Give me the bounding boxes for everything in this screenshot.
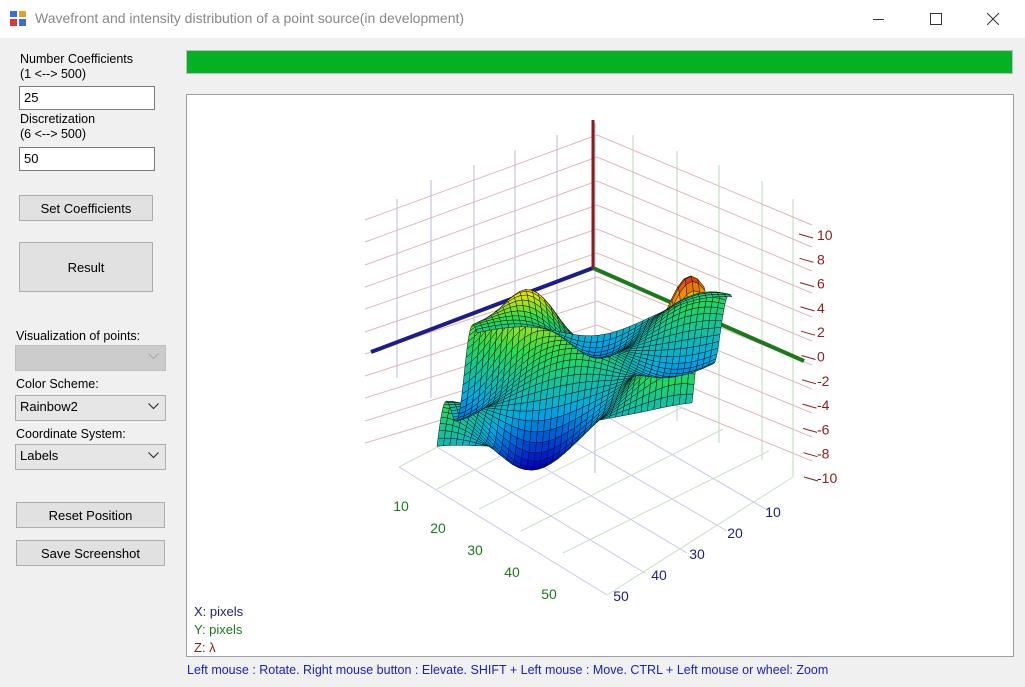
close-icon — [987, 13, 999, 25]
y-tick-label: 30 — [689, 546, 705, 562]
z-tick-label: 4 — [817, 300, 825, 316]
title-bar: Wavefront and intensity distribution of … — [0, 0, 1025, 38]
color-scheme-value: Rainbow2 — [20, 399, 78, 414]
num-coefficients-range-label: (1 <--> 500) — [20, 67, 87, 81]
save-screenshot-button[interactable]: Save Screenshot — [16, 540, 165, 566]
z-tick-mark — [800, 330, 816, 336]
z-tick-label: 0 — [817, 349, 825, 365]
color-scheme-label: Color Scheme: — [16, 377, 99, 391]
discretization-range-label: (6 <--> 500) — [20, 127, 87, 141]
chevron-down-icon — [148, 353, 159, 360]
visualization-label: Visualization of points: — [16, 329, 141, 343]
discretization-input[interactable]: 50 — [19, 147, 155, 171]
x-tick-label: 30 — [467, 542, 483, 558]
z-tick-label: 2 — [817, 324, 825, 340]
z-tick-label: -4 — [817, 397, 830, 413]
progress-fill — [187, 51, 1012, 73]
x-tick-label: 20 — [430, 520, 446, 536]
mouse-hint: Left mouse : Rotate. Right mouse button … — [187, 663, 829, 677]
z-tick-label: 6 — [817, 276, 825, 292]
legend-x: X: pixels — [194, 604, 244, 619]
z-tick-label: 8 — [817, 251, 825, 267]
y-tick-label: 20 — [727, 525, 743, 541]
maximize-button[interactable] — [913, 0, 959, 38]
y-tick-label: 10 — [765, 504, 781, 520]
minimize-icon — [873, 19, 884, 20]
reset-position-button[interactable]: Reset Position — [16, 502, 165, 528]
legend-z: Z: λ — [194, 640, 216, 655]
z-tick-mark — [801, 379, 817, 385]
y-tick-label: 40 — [651, 567, 667, 583]
z-tick-label: 10 — [817, 227, 833, 243]
z-tick-label: -6 — [817, 421, 830, 437]
close-button[interactable] — [970, 0, 1016, 38]
discretization-label: Discretization — [20, 112, 96, 126]
color-scheme-select[interactable]: Rainbow2 — [15, 395, 166, 421]
num-coefficients-input[interactable]: 25 — [19, 86, 155, 110]
app-icon — [10, 11, 26, 26]
wavefront-surface — [436, 275, 733, 471]
x-axis — [370, 266, 594, 354]
num-coefficients-label: Number Coefficients — [20, 52, 134, 66]
z-tick-mark — [799, 282, 815, 288]
y-tick-label: 50 — [613, 588, 629, 604]
z-tick-mark — [800, 306, 815, 312]
coordinate-system-select[interactable]: Labels — [15, 444, 166, 470]
x-tick-label: 10 — [393, 498, 409, 514]
z-tick-mark — [803, 476, 819, 482]
z-tick-mark — [802, 403, 817, 409]
chevron-down-icon — [148, 403, 159, 410]
minimize-button[interactable] — [856, 0, 902, 38]
z-tick-mark — [799, 257, 814, 263]
z-tick-label: -8 — [817, 446, 830, 462]
plot-canvas[interactable]: 10 8 6 4 2 0 -2 -4 -6 -8 -10 10 20 30 40 50 10 20 30 40 50… — [186, 94, 1014, 657]
z-tick-mark — [798, 233, 814, 239]
z-tick-label: -2 — [817, 373, 830, 389]
x-tick-label: 40 — [504, 564, 520, 580]
window-title: Wavefront and intensity distribution of … — [35, 10, 465, 26]
legend-y: Y: pixels — [194, 622, 243, 637]
z-tick-mark — [803, 452, 818, 458]
set-coefficients-button[interactable]: Set Coefficients — [19, 195, 153, 221]
maximize-icon — [930, 13, 942, 25]
visualization-select[interactable] — [15, 345, 166, 371]
x-tick-label: 50 — [541, 586, 557, 602]
progress-bar — [186, 50, 1013, 74]
z-tick-mark — [802, 427, 818, 433]
coordinate-system-value: Labels — [20, 448, 59, 463]
z-tick-label: -10 — [817, 470, 837, 486]
z-tick-mark — [801, 355, 816, 360]
coordinate-system-label: Coordinate System: — [16, 427, 126, 441]
chevron-down-icon — [148, 452, 159, 459]
result-button[interactable]: Result — [19, 242, 153, 292]
